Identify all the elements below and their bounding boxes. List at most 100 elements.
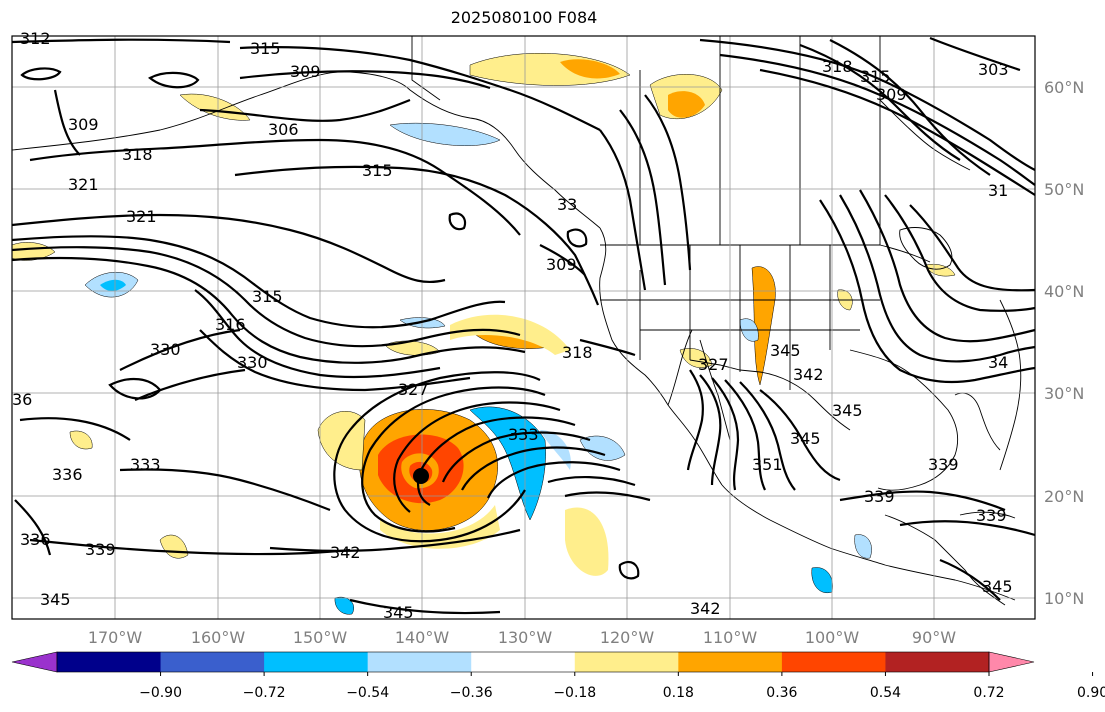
map-frame xyxy=(11,35,1036,620)
colorbar-tick-label: −0.72 xyxy=(243,685,286,701)
colorbar-segment xyxy=(781,652,886,672)
contour-label: 31 xyxy=(988,181,1008,200)
cold-band-light xyxy=(540,430,571,470)
contour-label: 345 xyxy=(770,341,801,360)
contour-label: 339 xyxy=(85,540,116,559)
colorbar-tick-label: 0.90 xyxy=(1077,685,1105,701)
contour-ne-6 xyxy=(929,36,1021,72)
contour-hurricane-inner-5 xyxy=(487,461,621,499)
contour-label: 336 xyxy=(52,465,83,484)
colorbar-segment xyxy=(885,652,990,672)
contour-339-south xyxy=(899,520,1036,537)
warm-patch-w-edge-2 xyxy=(69,430,93,450)
coast-cuba xyxy=(959,511,1016,519)
latitude-label: 50°N xyxy=(1044,180,1084,199)
contour-hurricane-inner-6 xyxy=(547,476,636,487)
contour-312 xyxy=(11,38,231,44)
coast-baja xyxy=(667,329,731,441)
coast-gulf-mexico xyxy=(849,349,959,491)
contour-ne-4 xyxy=(799,43,961,161)
contour-loop-north-2 xyxy=(148,71,200,89)
latitude-labels: 60°N 50°N 40°N 30°N 20°N 10°N xyxy=(1044,78,1084,608)
colorbar-tick-label: 0.18 xyxy=(663,685,694,701)
latitude-label: 60°N xyxy=(1044,78,1084,97)
longitude-label: 170°W xyxy=(88,628,143,647)
latitude-label: 20°N xyxy=(1044,487,1084,506)
latitude-label: 30°N xyxy=(1044,384,1084,403)
contour-trough-3 xyxy=(859,189,1036,343)
contour-label: 345 xyxy=(982,577,1013,596)
contour-label: 345 xyxy=(790,429,821,448)
contour-label: 315 xyxy=(362,161,393,180)
contour-jet-2 xyxy=(11,246,521,348)
cold-patch-pacific xyxy=(579,435,626,461)
colorbar-tick-label: −0.90 xyxy=(139,685,182,701)
contour-label: 315 xyxy=(860,67,891,86)
contour-309-north xyxy=(239,70,491,90)
contour-label: 318 xyxy=(122,145,153,164)
contour-ne-3 xyxy=(759,68,1036,196)
yellow-halo-south xyxy=(380,505,500,549)
contour-mexico-6 xyxy=(759,389,841,482)
contour-loop-mid-1 xyxy=(448,212,467,231)
contour-309-west xyxy=(53,89,81,156)
colorbar-tick-label: 0.36 xyxy=(766,685,797,701)
contour-309-bc xyxy=(539,244,586,276)
border-states-2 xyxy=(600,299,880,331)
contour-canada-1 xyxy=(599,129,647,291)
contour-label: 315 xyxy=(250,39,281,58)
contour-label: 333 xyxy=(508,425,539,444)
border-canada-provinces xyxy=(639,36,881,245)
contour-loop-hurricane-1 xyxy=(333,371,541,543)
coast-central-america xyxy=(884,514,1006,606)
contour-336-west xyxy=(14,417,131,556)
height-contours xyxy=(11,36,1036,615)
colorbar-outline xyxy=(56,651,990,673)
contour-loop-sw-mex xyxy=(618,560,640,580)
warm-core-canada xyxy=(668,91,705,118)
contour-hurricane-inner-7 xyxy=(564,491,651,502)
longitude-label: 110°W xyxy=(703,628,758,647)
contour-ne-5 xyxy=(829,39,991,176)
contour-trough-4 xyxy=(884,194,1036,312)
coast-hudson xyxy=(879,99,971,171)
contour-loop-sw-1 xyxy=(108,377,162,400)
contour-trough-1 xyxy=(819,199,1036,384)
coast-alaska xyxy=(11,71,601,229)
contour-label: 321 xyxy=(68,175,99,194)
contour-trough-5 xyxy=(909,204,1036,292)
coast-east-us xyxy=(999,299,1022,471)
contour-labels: 312 315 309 306 309 318 321 315 321 315 … xyxy=(12,29,1013,622)
contour-jet-1 xyxy=(11,235,506,329)
contour-loop-mid-2 xyxy=(566,228,588,248)
contour-label: 342 xyxy=(690,599,721,618)
contour-label: 309 xyxy=(876,85,907,104)
contour-label: 306 xyxy=(268,120,299,139)
contour-label: 342 xyxy=(793,365,824,384)
colorbar-tick-label: −0.36 xyxy=(450,685,493,701)
contour-label: 309 xyxy=(546,255,577,274)
colorbar-segment xyxy=(574,652,679,672)
colorbar-segment xyxy=(264,652,369,672)
map-title: 2025080100 F084 xyxy=(450,8,598,27)
contour-label: 333 xyxy=(130,455,161,474)
colorbar-tick-label: −0.18 xyxy=(553,685,596,701)
contour-339 xyxy=(29,538,351,556)
contour-label: 321 xyxy=(126,207,157,226)
coastlines xyxy=(11,36,1022,606)
coast-bc-washington xyxy=(599,227,723,486)
contour-ne-2 xyxy=(719,53,1036,186)
contour-canada-3 xyxy=(644,94,692,271)
contour-306 xyxy=(199,98,411,122)
cold-patch-ca xyxy=(854,534,872,559)
colorbar-segment xyxy=(160,652,265,672)
contour-label: 303 xyxy=(978,60,1009,79)
contour-hurricane-inner-1 xyxy=(393,401,561,513)
contour-label: 339 xyxy=(976,506,1007,525)
contour-label: 318 xyxy=(822,57,853,76)
shaded-fields xyxy=(11,53,956,615)
colorbar-extend-high xyxy=(988,651,1035,673)
colorbar-tick-label: 0.72 xyxy=(973,685,1004,701)
contour-345-south xyxy=(349,598,501,615)
